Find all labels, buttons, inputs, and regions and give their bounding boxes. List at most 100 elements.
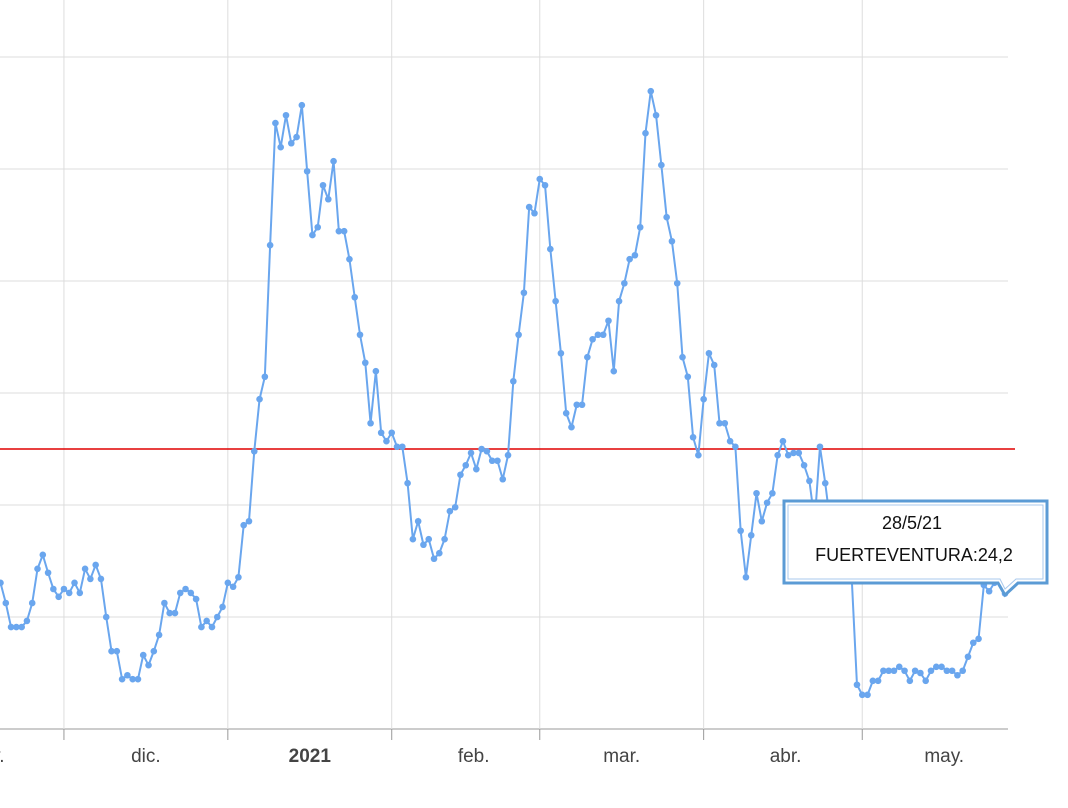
point (684, 373, 692, 381)
point (488, 457, 496, 465)
x-tick-label: abr. (770, 746, 802, 767)
point (303, 167, 311, 175)
point (631, 251, 639, 259)
point (732, 443, 739, 451)
point (626, 255, 633, 263)
point (446, 507, 454, 515)
point (287, 139, 295, 147)
point (552, 297, 559, 305)
point (816, 443, 824, 451)
point (335, 227, 343, 235)
x-tick-label: dic. (131, 746, 161, 767)
point (457, 471, 464, 479)
point (377, 429, 385, 437)
point (663, 213, 670, 221)
tooltip-date: 28/5/21 (882, 513, 942, 533)
point (55, 593, 62, 601)
point (34, 565, 41, 573)
point (388, 429, 396, 437)
point (695, 451, 702, 459)
point (954, 671, 961, 679)
point (150, 647, 158, 655)
point (451, 503, 459, 511)
point (668, 237, 676, 245)
point (155, 631, 163, 639)
point (399, 443, 406, 451)
point (895, 663, 903, 671)
point (541, 181, 549, 189)
point (927, 667, 935, 675)
point (906, 677, 914, 685)
point (557, 349, 565, 357)
point (864, 691, 871, 699)
point (60, 585, 68, 593)
point (39, 551, 47, 559)
point (256, 395, 263, 403)
point (758, 517, 766, 525)
point (76, 589, 84, 597)
point (795, 449, 803, 457)
point (414, 517, 422, 525)
point (213, 613, 221, 621)
point (547, 245, 554, 253)
plot (0, 87, 1009, 699)
point (932, 663, 940, 671)
tooltip-box (782, 499, 1049, 598)
point (943, 667, 951, 675)
point (975, 635, 982, 643)
point (938, 663, 945, 671)
point (361, 359, 369, 367)
point (890, 667, 898, 675)
point (224, 579, 232, 587)
point (473, 465, 480, 473)
point (219, 603, 226, 611)
point (102, 613, 110, 621)
point (330, 157, 337, 165)
point (594, 331, 602, 339)
point (969, 639, 977, 647)
point (340, 227, 348, 235)
point (420, 541, 427, 549)
point (208, 623, 216, 631)
point (81, 565, 89, 573)
point (409, 535, 417, 543)
point (494, 457, 501, 465)
point (605, 317, 612, 325)
point (65, 589, 73, 597)
point (324, 195, 332, 203)
point (531, 209, 538, 217)
point (689, 433, 697, 441)
point (515, 331, 522, 339)
point (710, 361, 718, 369)
point (145, 661, 152, 669)
point (351, 293, 359, 301)
point (203, 617, 210, 625)
x-tick-label: may. (924, 746, 964, 767)
point (272, 119, 279, 127)
point (642, 129, 649, 137)
point (467, 449, 475, 457)
point (568, 423, 575, 431)
point (880, 667, 887, 675)
point (2, 599, 10, 607)
point (800, 461, 808, 469)
point (7, 623, 15, 631)
tooltip-text: FUERTEVENTURA:24,2 (815, 545, 1013, 565)
point (314, 223, 322, 231)
point (779, 437, 787, 445)
point (652, 111, 660, 119)
point (346, 255, 353, 263)
point (504, 451, 512, 459)
point (742, 573, 750, 581)
point (536, 175, 544, 183)
point (229, 583, 237, 591)
point (240, 521, 247, 529)
point (578, 401, 586, 409)
point (393, 443, 401, 451)
point (71, 579, 78, 587)
point (774, 451, 781, 459)
point (171, 609, 179, 617)
point (562, 409, 570, 417)
point (166, 609, 173, 617)
